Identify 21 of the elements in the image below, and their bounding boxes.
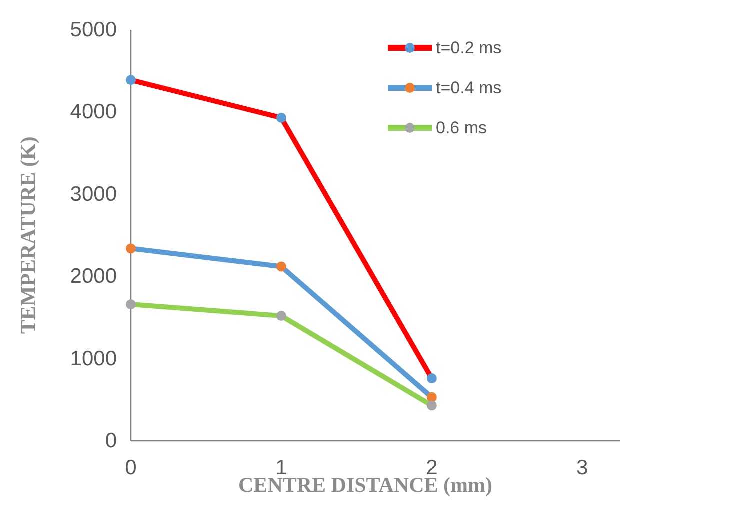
point [126,75,136,86]
point [276,311,286,322]
point [426,400,437,411]
point [276,262,286,272]
legend-label: t=0.4 ms [436,78,502,98]
legend-label: 0.6 ms [436,118,488,138]
point [126,300,136,310]
y-tick-label: 2000 [70,265,117,288]
x-tick-label: 0 [125,456,137,480]
y-tick-label: 3000 [70,182,117,206]
point [426,392,437,402]
y-tick-label: 5000 [70,18,117,42]
x-tick-label: 3 [576,456,588,480]
legend-label: t=0.2 ms [436,38,502,58]
point [426,374,437,384]
point [126,244,136,254]
y-tick-label: 0 [105,430,117,452]
y-axis-title: TEMPERATURE (K) [16,136,40,334]
point [276,112,286,123]
y-tick-label: 1000 [70,347,117,370]
y-tick-label: 4000 [70,100,117,124]
